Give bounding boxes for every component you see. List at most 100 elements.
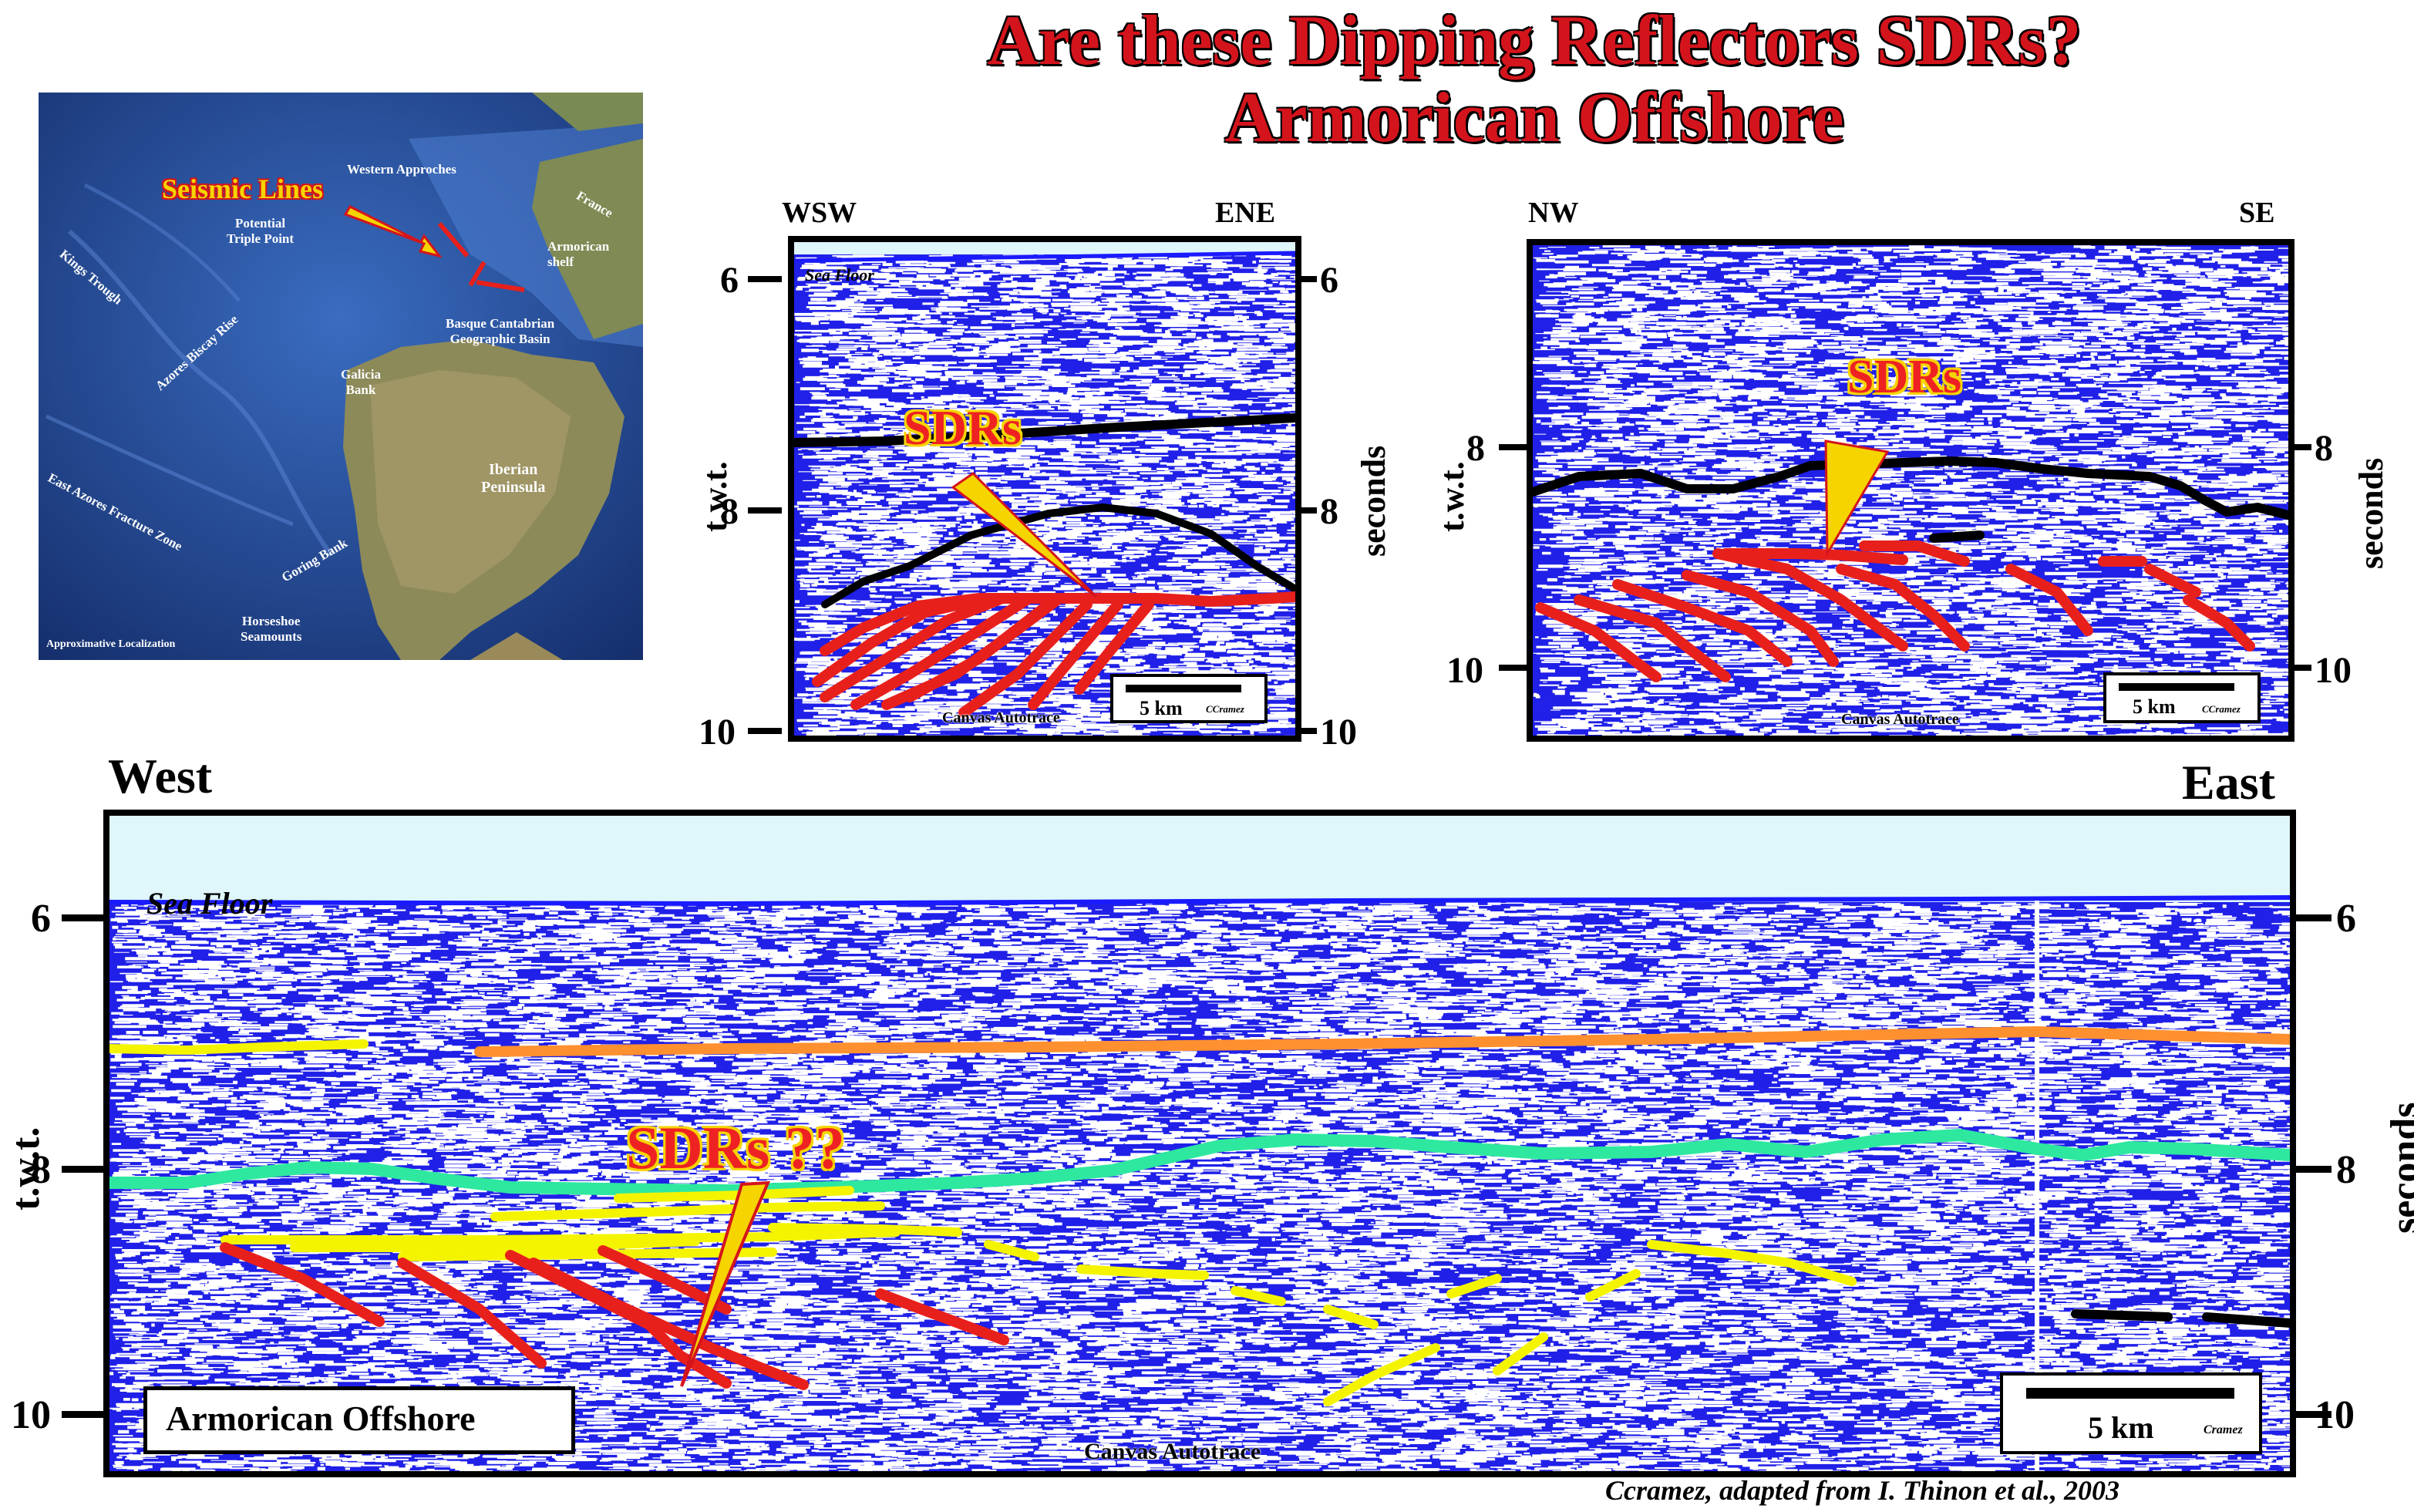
ul-tick-left-6: 6 bbox=[720, 260, 739, 301]
seismic-section-ur bbox=[1533, 245, 2288, 736]
ul-scale-bar bbox=[1126, 685, 1241, 692]
bottom-horizon-orange bbox=[474, 1026, 2290, 1057]
map-label-horseshoe: Horseshoe Seamounts bbox=[241, 614, 302, 644]
ul-sdr-reflector-3 bbox=[820, 593, 1008, 702]
ur-y-label-right: seconds bbox=[2352, 457, 2390, 569]
ur-sdr-reflector-5 bbox=[1712, 548, 1908, 652]
ur-scale-credit: CCramez bbox=[2202, 703, 2241, 715]
bottom-sdr-reflector-6 bbox=[875, 1288, 1009, 1345]
ur-sdr-reflector-2 bbox=[1574, 594, 1731, 682]
bottom-tick-mark-left-10 bbox=[62, 1411, 103, 1418]
ul-tick-mark-left-10 bbox=[748, 728, 782, 734]
bottom-yellow-reflector-10 bbox=[1323, 1305, 1379, 1329]
bottom-yellow-reflector-14 bbox=[1585, 1269, 1641, 1302]
bottom-yellow-reflector-3 bbox=[398, 1248, 777, 1261]
bottom-y-label-left: t.w.t. bbox=[4, 1126, 48, 1211]
ul-dir-right: ENE bbox=[1215, 197, 1276, 229]
ur-sdr-pointer bbox=[1824, 439, 1890, 558]
bottom-yellow-reflector-1 bbox=[221, 1227, 901, 1244]
bottom-scale-text: 5 km bbox=[2088, 1410, 2154, 1445]
map-seismic-line-2 bbox=[468, 261, 487, 287]
bottom-sdr-reflector-1 bbox=[220, 1242, 385, 1327]
map-seismic-line-1 bbox=[437, 222, 470, 258]
ur-dir-right: SE bbox=[2239, 197, 2275, 229]
ul-sea-floor-label: Sea Floor bbox=[805, 265, 874, 285]
ur-tick-right-10: 10 bbox=[2315, 650, 2352, 691]
ul-tick-right-6: 6 bbox=[1320, 260, 1338, 301]
ul-sdr-reflector-8 bbox=[1028, 599, 1123, 710]
map-callout-label: Seismic Lines bbox=[162, 173, 324, 204]
bottom-tick-left-6: 6 bbox=[31, 897, 51, 941]
ur-y-label-left: t.w.t. bbox=[1433, 461, 1471, 532]
bottom-sea-floor-label: Sea Floor bbox=[146, 886, 273, 921]
bottom-tick-left-10: 10 bbox=[11, 1393, 51, 1437]
bottom-sea-floor-line bbox=[109, 895, 2290, 906]
bottom-dir-right: East bbox=[2182, 755, 2275, 810]
ul-tick-mark-left-8 bbox=[748, 507, 782, 514]
bottom-yellow-reflector-11 bbox=[1446, 1274, 1502, 1298]
seismic-panel-upper-right: Canvas Autotrace 5 km CCramez bbox=[1527, 239, 2294, 742]
ul-sdr-reflector-4 bbox=[850, 595, 1031, 710]
seismic-reflections bbox=[794, 254, 1295, 736]
bottom-sdr-reflector-2 bbox=[397, 1258, 547, 1369]
ul-tick-right-10: 10 bbox=[1320, 712, 1357, 753]
ul-horizon-upper bbox=[794, 413, 1295, 447]
ur-autotrace: Canvas Autotrace bbox=[1841, 711, 1959, 728]
ur-tick-left-8: 8 bbox=[1466, 428, 1485, 469]
bottom-black-segment-1 bbox=[2071, 1309, 2173, 1322]
bottom-tick-right-8: 8 bbox=[2336, 1148, 2356, 1192]
water-column bbox=[109, 816, 2290, 902]
ul-y-label-right: seconds bbox=[1355, 445, 1392, 557]
ul-scale-box: 5 km CCramez bbox=[1110, 674, 1268, 723]
bottom-yellow-reflector-13 bbox=[1493, 1332, 1548, 1376]
seismic-section-bottom bbox=[109, 816, 2290, 1471]
bottom-name-box: Armorican Offshore bbox=[143, 1386, 575, 1454]
bottom-tick-mark-right-10 bbox=[2290, 1411, 2332, 1418]
bottom-y-label-right: seconds bbox=[2383, 1102, 2414, 1234]
ur-sdr-reflector-3 bbox=[1612, 579, 1793, 667]
ur-sdr-reflector-11 bbox=[2144, 564, 2201, 598]
ur-scale-text: 5 km bbox=[2133, 695, 2176, 718]
ul-dir-left: WSW bbox=[782, 197, 857, 229]
map-label-western-approches: Western Approches bbox=[347, 162, 456, 177]
ur-sdr-reflector-9 bbox=[2005, 564, 2093, 636]
bottom-horizon-yellow-upper bbox=[109, 1039, 369, 1055]
ur-horizon-segment bbox=[1929, 530, 1985, 543]
seismic-panel-upper-left: Sea Floor Canvas Autotrace 5 km CCramez bbox=[788, 236, 1301, 742]
ur-dir-left: NW bbox=[1528, 197, 1579, 229]
bottom-sdr-pointer bbox=[680, 1180, 771, 1387]
map-label-galicia-bank: Galicia Bank bbox=[341, 367, 381, 397]
ul-tick-mark-right-6 bbox=[1295, 276, 1317, 282]
seismic-reflections bbox=[109, 902, 2290, 1471]
ul-sdr-reflector-2 bbox=[812, 593, 992, 687]
ul-scale-text: 5 km bbox=[1140, 697, 1183, 719]
bottom-tick-mark-left-6 bbox=[62, 914, 103, 921]
bottom-yellow-reflector-8 bbox=[1076, 1264, 1209, 1280]
ul-scale-credit: CCramez bbox=[1206, 703, 1244, 715]
map-callout-arrow bbox=[343, 205, 443, 258]
map-label-approx: Approximative Localization bbox=[46, 638, 176, 650]
bottom-tick-mark-left-8 bbox=[62, 1166, 103, 1173]
ul-tick-right-8: 8 bbox=[1320, 491, 1338, 532]
ul-sdr-reflector-1 bbox=[820, 591, 1295, 656]
bottom-tick-left-8: 8 bbox=[31, 1148, 51, 1192]
ur-horizon-black bbox=[1533, 456, 2288, 520]
ul-sdr-reflector-6 bbox=[904, 599, 1054, 702]
map-graphic bbox=[39, 93, 643, 660]
ul-y-label-left: t.w.t. bbox=[696, 461, 734, 532]
ul-horizon-lower bbox=[821, 503, 1295, 608]
map-label-iberian-peninsula: Iberian Peninsula bbox=[481, 461, 546, 496]
bottom-yellow-reflector-12 bbox=[1323, 1343, 1440, 1406]
ur-sdr-reflector-1 bbox=[1535, 602, 1662, 682]
ur-sdr-label: SDRs bbox=[1847, 351, 1962, 403]
bottom-yellow-reflector-2 bbox=[290, 1237, 700, 1252]
ur-tick-mark-left-10 bbox=[1499, 665, 1527, 671]
seismic-panel-bottom: Sea Floor Canvas Autotrace Armorican Off… bbox=[103, 810, 2296, 1477]
location-map: Seismic Lines Western Approches France P… bbox=[34, 88, 648, 665]
map-label-basque-cantabrian: Basque Cantabrian Geographic Basin bbox=[446, 316, 555, 346]
bottom-yellow-reflector-6 bbox=[768, 1223, 962, 1237]
bottom-yellow-reflector-9 bbox=[1231, 1286, 1286, 1306]
ur-tick-mark-right-10 bbox=[2288, 665, 2311, 671]
bottom-yellow-reflector-15 bbox=[1647, 1240, 1857, 1286]
ul-tick-mark-right-10 bbox=[1295, 728, 1317, 734]
